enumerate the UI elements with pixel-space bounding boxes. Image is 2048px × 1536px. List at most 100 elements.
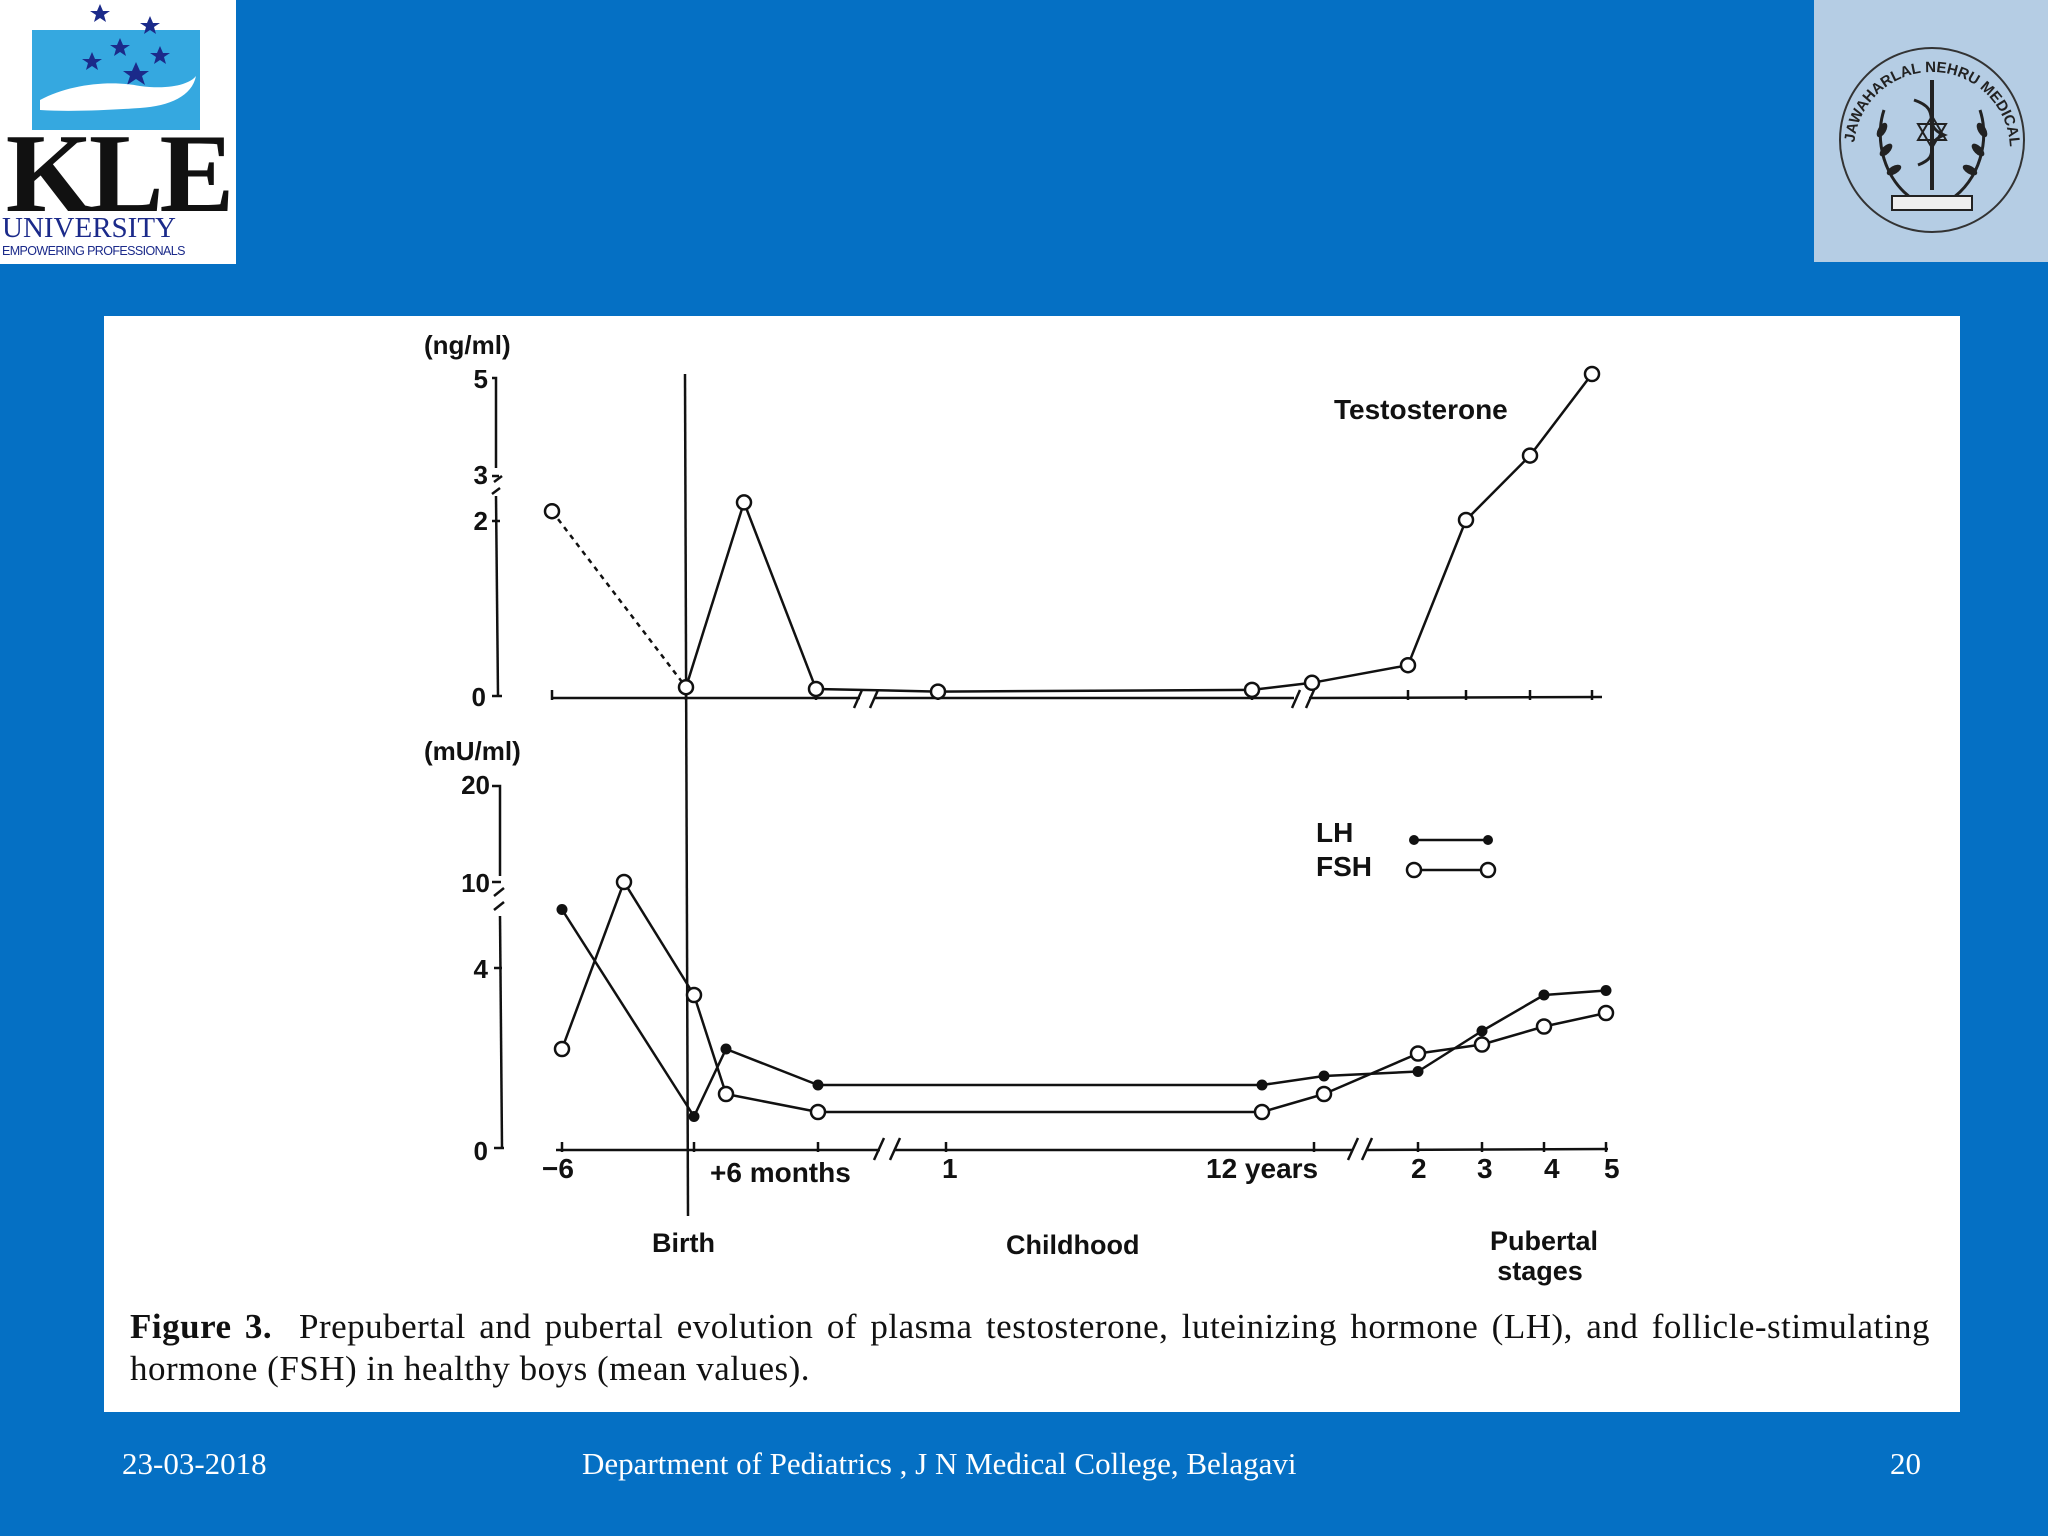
testosterone-x-axis [550,689,1603,709]
testosterone-segment [1311,663,1409,685]
xtick-stage-2: 2 [1411,1153,1427,1184]
kle-university-logo: KLE UNIVERSITY EMPOWERING PROFESSIONALS [0,0,236,264]
testosterone-point [543,502,561,520]
testosterone-point [807,680,825,698]
testosterone-segment [684,502,746,688]
lh-segment [1481,993,1545,1033]
legend-lh-marker-a [1409,835,1419,845]
h-ytick-20: 20 [461,770,490,800]
seal-ring-text: JAWAHARLAL NEHRU MEDICAL COLLEGE, BELGAU… [1808,0,2023,151]
t-ytick-0: 0 [472,682,486,712]
fsh-point [1409,1045,1427,1062]
fsh-segment [1261,1092,1325,1114]
testosterone-y-axis [491,376,503,698]
figure-panel: (ng/ml) 5 3 2 0 (mU/ml) 20 10 4 0 −6 +6 … [104,316,1960,1412]
footer-department: Department of Pediatrics , J N Medical C… [582,1446,1297,1481]
jnmc-seal-logo: JAWAHARLAL NEHRU MEDICAL COLLEGE, BELGAU… [1808,0,2048,262]
testosterone-point [677,678,695,696]
fsh-point [809,1103,827,1121]
legend-lh-marker-b [1483,835,1493,845]
svg-text:JAWAHARLAL NEHRU MEDICAL COLLE: JAWAHARLAL NEHRU MEDICAL COLLEGE, BELGAU… [1814,0,2023,151]
testosterone-segment [937,688,1253,693]
fsh-segment [725,1092,819,1114]
legend-lh-label: LH [1316,817,1353,848]
fsh-point [685,986,703,1004]
lh-point [688,1111,700,1122]
lh-segment [692,1048,728,1118]
fsh-segment [1543,1011,1607,1028]
period-birth: Birth [652,1228,715,1258]
figure-caption: Figure 3. Prepubertal and pubertal evolu… [130,1306,1930,1390]
fsh-segment [692,994,728,1095]
testosterone-point [1457,511,1475,529]
xtick-stage-3: 3 [1477,1153,1493,1184]
testosterone-segment [1465,454,1531,521]
caption-text: Prepubertal and pubertal evolution of pl… [130,1307,1931,1388]
fsh-point [1253,1103,1271,1121]
xtick-stage-4: 4 [1544,1153,1560,1184]
lh-point [1476,1025,1488,1037]
h-ytick-0: 0 [474,1136,488,1166]
fsh-segment [1481,1025,1545,1046]
period-stages: stages [1497,1256,1583,1286]
footer-date: 23-03-2018 [122,1446,267,1481]
fsh-point [717,1085,735,1103]
fsh-point [1535,1018,1553,1035]
fsh-point [1597,1004,1615,1022]
xtick-6-months: +6 months [710,1157,851,1188]
lh-segment [1543,989,1607,997]
fsh-segment [1417,1043,1483,1055]
college-seal-emblem: JAWAHARLAL NEHRU MEDICAL COLLEGE, BELGAU… [1808,0,2025,233]
testosterone-point [1399,656,1417,674]
testosterone-title: Testosterone [1334,394,1508,425]
testosterone-segment [1529,373,1593,457]
xtick-stage-5: 5 [1604,1153,1620,1184]
gonadotropin-x-axis [556,1137,1609,1161]
logo-tagline: EMPOWERING PROFESSIONALS [2,244,185,258]
fsh-point [1473,1036,1491,1053]
t-ytick-3: 3 [474,460,488,490]
lh-segment [560,908,696,1118]
lh-point [1538,989,1550,1001]
xtick-12-years: 12 years [1206,1153,1318,1184]
lh-segment [1417,1029,1483,1073]
t-ytick-5: 5 [474,364,488,394]
legend-fsh-marker-a [1405,861,1423,879]
lh-point [720,1043,732,1055]
testosterone-point [1243,681,1261,699]
fsh-point [1315,1085,1333,1103]
fsh-segment [622,881,696,996]
h-ytick-4: 4 [474,954,489,984]
birth-marker-line [683,373,690,1217]
t-ytick-2: 2 [474,506,488,536]
testosterone-segment [815,687,939,693]
h-ytick-10: 10 [461,868,490,898]
xtick-minus6: −6 [542,1153,574,1184]
testosterone-segment [551,510,687,688]
legend-fsh-marker-b [1479,861,1497,879]
fsh-segment [560,881,626,1050]
fsh-point [553,1040,571,1058]
testosterone-point [1583,365,1601,383]
footer-page-number: 20 [1890,1446,1921,1481]
legend-fsh-label: FSH [1316,851,1372,882]
lh-point [1412,1066,1424,1077]
xtick-1: 1 [942,1153,958,1184]
gonadotropin-y-unit: (mU/ml) [424,736,521,766]
lh-point [1600,985,1612,996]
caption-label: Figure 3. [130,1307,273,1346]
fsh-segment [1323,1052,1419,1096]
logo-stars-hand-icon [40,4,196,111]
lh-point [812,1079,824,1091]
gonadotropin-y-axis [492,784,505,1150]
period-pubertal: Pubertal [1490,1226,1598,1256]
logo-university-text: UNIVERSITY [2,212,176,244]
testosterone-y-unit: (ng/ml) [424,330,511,360]
lh-point [1256,1079,1268,1091]
fsh-point [615,873,633,891]
lh-point [1318,1070,1330,1082]
lh-point [556,904,568,915]
testosterone-segment [1251,681,1313,692]
lh-segment [725,1047,819,1087]
period-childhood: Childhood [1006,1230,1139,1260]
